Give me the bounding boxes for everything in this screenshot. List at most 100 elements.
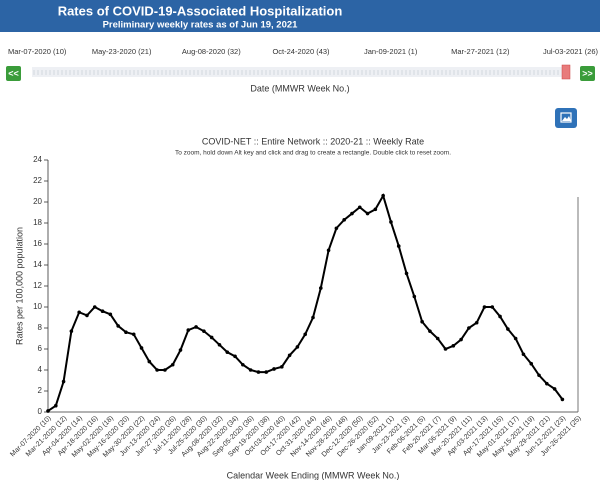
data-point — [459, 337, 463, 342]
data-point — [170, 362, 175, 367]
data-point — [529, 361, 534, 366]
data-point — [233, 354, 237, 359]
data-point — [334, 226, 339, 231]
data-point — [217, 343, 222, 347]
data-point — [443, 347, 448, 351]
data-point — [256, 370, 261, 374]
data-point — [326, 248, 331, 253]
data-point — [280, 365, 284, 369]
data-point — [155, 368, 159, 372]
data-point — [521, 352, 526, 357]
data-point — [342, 218, 346, 222]
data-point — [108, 312, 113, 317]
slider-date-label: Mar-27-2021 (12) — [451, 47, 510, 56]
data-point — [428, 329, 432, 333]
data-point — [482, 305, 487, 309]
data-point — [241, 362, 245, 367]
data-point — [295, 345, 300, 349]
data-point — [186, 328, 191, 332]
prev-button[interactable] — [6, 66, 21, 81]
data-point — [420, 319, 424, 324]
slider-handle[interactable] — [561, 64, 571, 80]
data-point — [131, 332, 136, 337]
y-tick-label: 8 — [38, 323, 43, 332]
data-point — [506, 327, 510, 331]
next-button-label[interactable]: >> — [582, 68, 593, 78]
y-tick-label: 10 — [33, 302, 42, 311]
data-point — [100, 309, 105, 314]
chart-title: COVID-NET :: Entire Network :: 2020-21 :… — [202, 136, 424, 146]
slider-date-label: May-23-2020 (21) — [92, 47, 152, 56]
data-point — [272, 367, 276, 371]
data-point — [248, 368, 253, 372]
data-point — [389, 220, 393, 224]
y-tick-label: 14 — [33, 260, 42, 269]
data-point — [396, 244, 401, 248]
data-point — [560, 397, 565, 402]
data-point — [202, 329, 206, 333]
data-line — [47, 193, 564, 412]
data-point — [303, 332, 308, 337]
data-point — [474, 320, 479, 325]
data-point — [178, 348, 183, 352]
header-subtitle: Preliminary weekly rates as of Jun 19, 2… — [103, 20, 299, 31]
y-tick-label: 20 — [33, 197, 42, 206]
y-tick-label: 24 — [33, 155, 42, 164]
slider-date-label: Oct-24-2020 (43) — [272, 47, 330, 56]
data-point — [350, 211, 354, 216]
data-point — [381, 193, 385, 198]
y-tick-label: 16 — [33, 239, 42, 248]
slider-hatch — [33, 70, 559, 75]
data-point — [53, 403, 58, 408]
data-point — [69, 329, 74, 333]
header-bar — [0, 0, 600, 32]
y-tick-label: 0 — [38, 407, 43, 416]
data-point — [147, 359, 152, 364]
data-point — [435, 336, 440, 341]
data-point — [498, 314, 502, 319]
prev-button-label[interactable]: << — [8, 68, 19, 78]
data-point — [124, 330, 128, 335]
slider-date-label: Mar-07-2020 (10) — [8, 47, 67, 56]
data-point — [85, 313, 89, 318]
data-point — [139, 346, 144, 350]
data-point — [451, 344, 456, 348]
data-point — [116, 324, 120, 328]
x-axis-label: Calendar Week Ending (MMWR Week No.) — [227, 470, 400, 480]
data-point — [163, 368, 167, 372]
data-point — [46, 409, 50, 413]
slider-labels: Mar-07-2020 (10) May-23-2020 (21) Aug-08-2… — [8, 47, 599, 56]
y-tick-label: 4 — [38, 365, 43, 374]
y-tick-label: 12 — [33, 281, 42, 290]
data-point — [318, 286, 323, 290]
data-point — [92, 305, 97, 309]
slider-track[interactable] — [32, 67, 570, 77]
data-point — [225, 350, 230, 354]
slider-date-label: Jul-03-2021 (26) — [543, 47, 599, 56]
data-point — [552, 387, 557, 391]
data-point — [209, 335, 214, 340]
data-point — [357, 205, 362, 210]
image-icon-mountain[interactable] — [562, 116, 571, 121]
y-axis-label: Rates per 100,000 population — [14, 227, 24, 345]
data-point — [513, 336, 518, 341]
data-point — [61, 379, 66, 384]
data-point — [545, 381, 549, 386]
data-point — [365, 211, 370, 216]
header-title: Rates of COVID-19-Associated Hospitaliza… — [58, 3, 343, 18]
data-point — [311, 315, 315, 320]
chart-subtitle: To zoom, hold down Alt key and click and… — [175, 150, 451, 157]
data-point — [77, 310, 81, 315]
next-button[interactable] — [580, 66, 595, 81]
y-tick-label: 2 — [38, 386, 43, 395]
data-point — [287, 353, 292, 358]
data-point — [412, 294, 417, 299]
slider-date-label: Jan-09-2021 (1) — [364, 47, 418, 56]
data-point — [490, 305, 495, 309]
image-icon[interactable] — [560, 112, 572, 123]
data-point — [537, 373, 541, 378]
y-tick-label: 6 — [38, 344, 43, 353]
y-tick-label: 18 — [33, 218, 42, 227]
